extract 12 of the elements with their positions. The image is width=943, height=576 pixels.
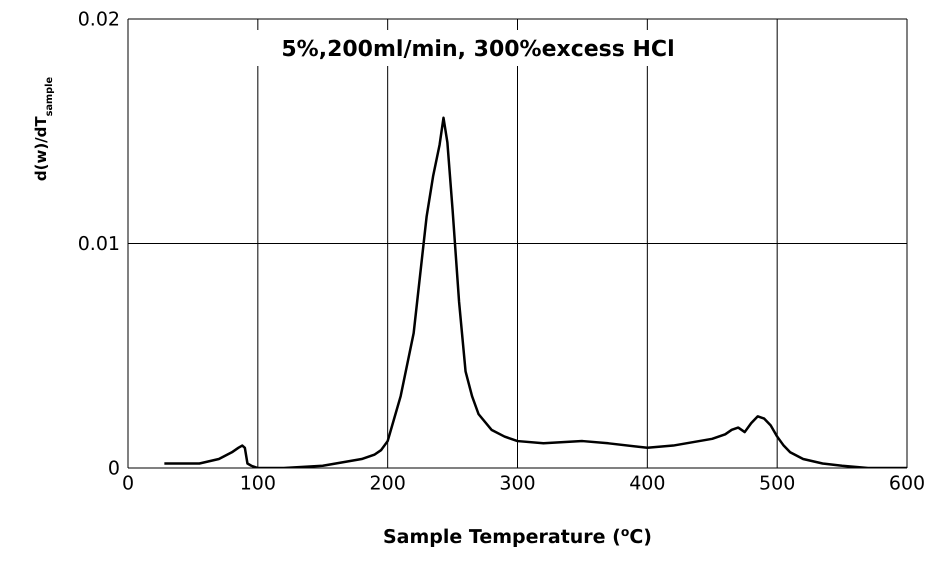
x-tick-label: 600 [888,472,926,494]
text: 5%,200ml/min, 300%excess HCl [281,37,675,62]
x-tick-label: 100 [240,472,276,494]
x-tick-label: 500 [759,472,796,494]
y-tick-label: 0 [108,458,120,480]
y-tick-label: 0.02 [78,8,120,31]
y-tick-label: 0.01 [78,233,120,256]
x-tick-label: 200 [370,472,406,494]
x-tick-label: 400 [629,472,666,494]
x-tick-label: 300 [499,472,536,494]
x-tick-label: 0 [122,472,134,494]
x-axis-title: Sample Temperature ($^{o}$C) [382,525,652,548]
